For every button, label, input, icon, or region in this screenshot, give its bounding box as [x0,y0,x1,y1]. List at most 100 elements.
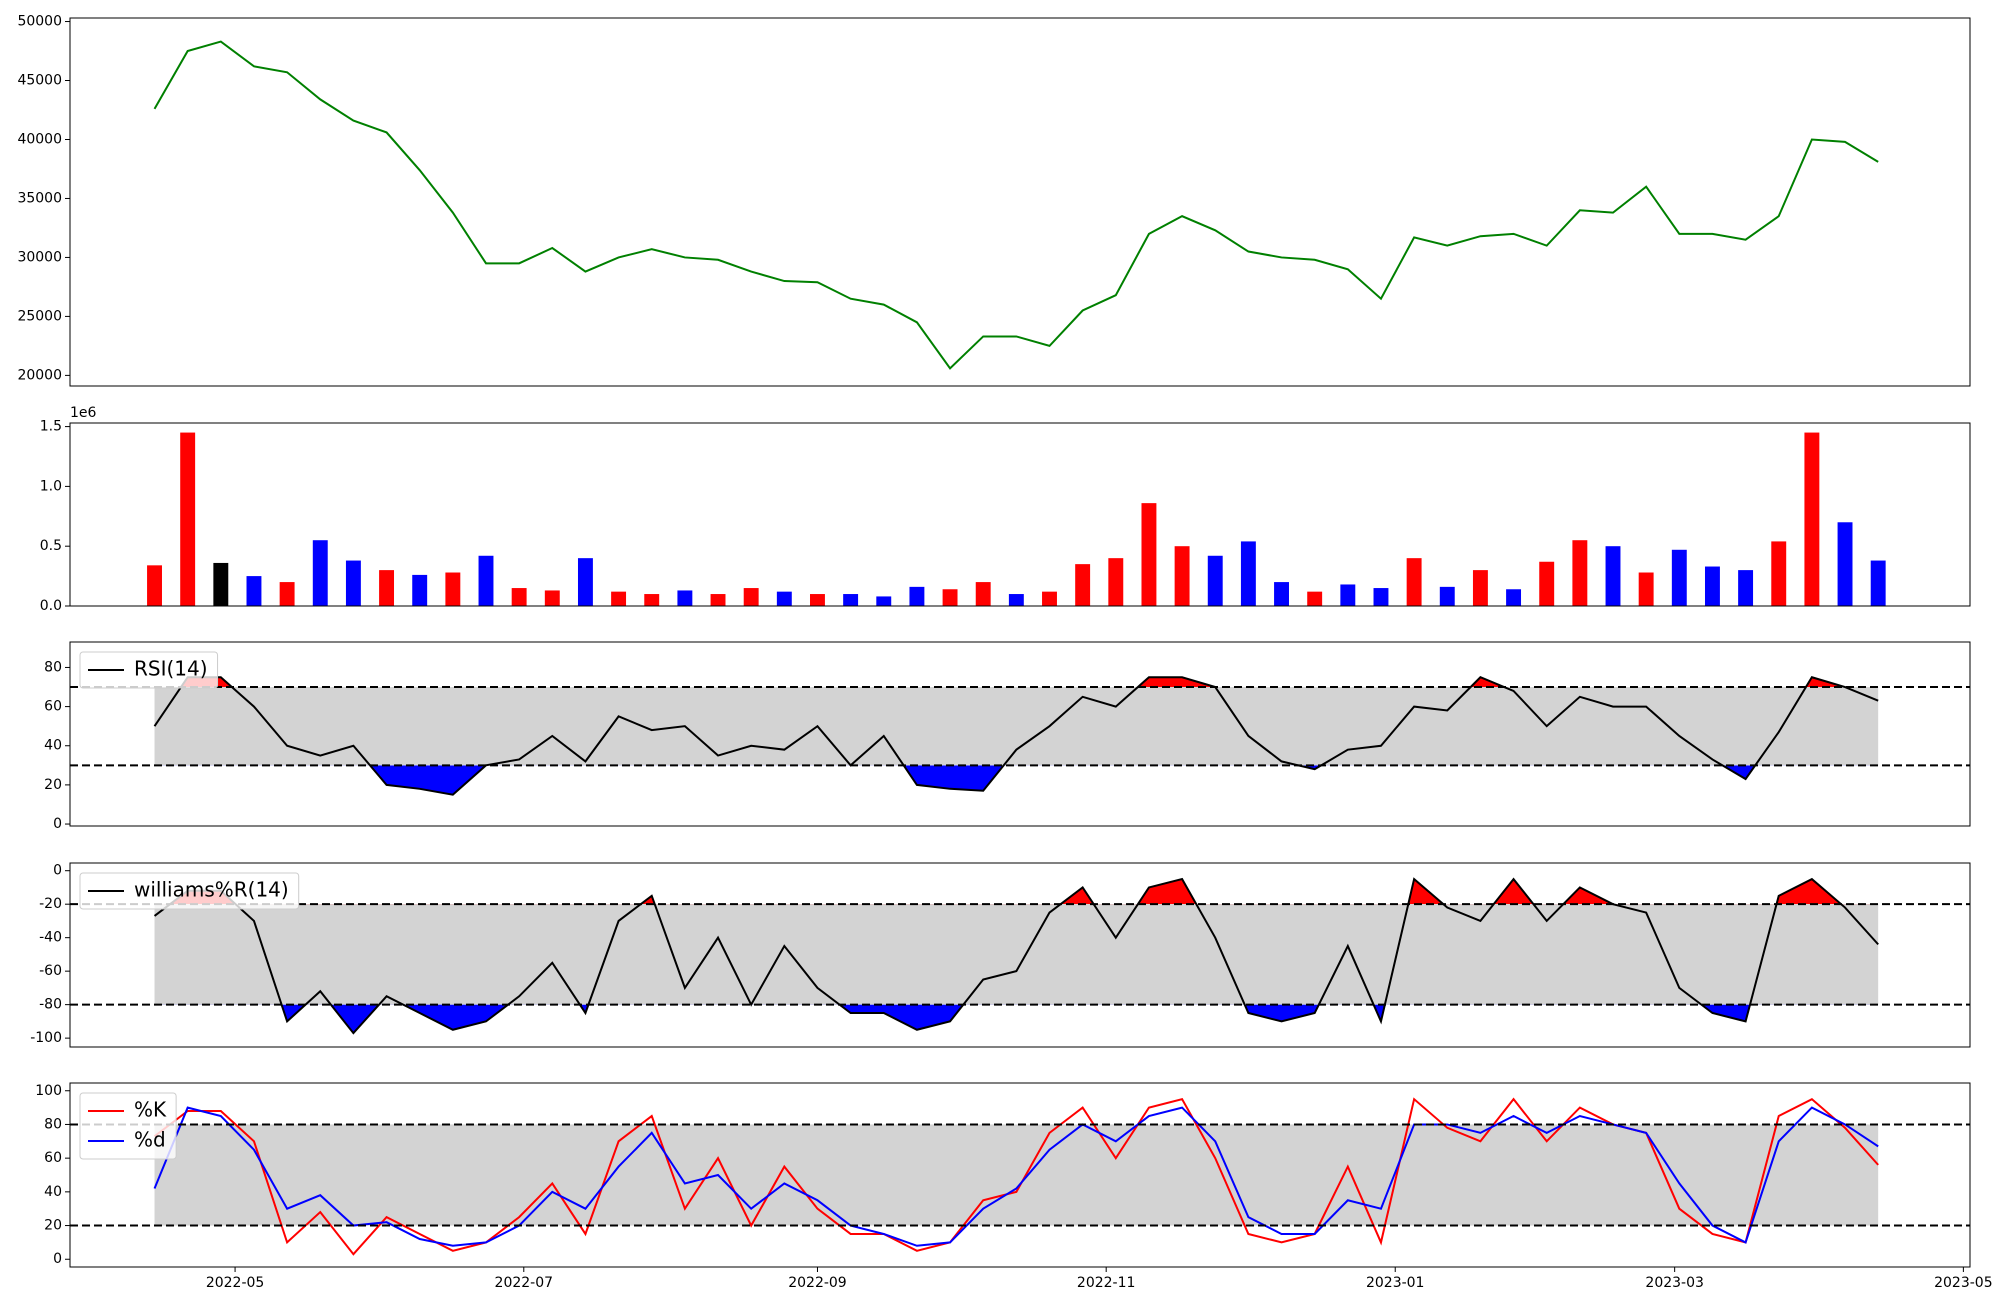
y-tick-label: 25000 [17,308,62,324]
line-series [153,40,1879,370]
volume-bar [511,588,527,606]
volume-bar [975,582,991,606]
y-tick-label: 30000 [17,249,62,265]
volume-bar [611,591,627,606]
y-tick-label: 0 [53,816,62,832]
volume-bar [1406,558,1422,606]
volume-bar [1174,546,1190,606]
y-tick-label: 35000 [17,190,62,206]
x-tick-label: 2022-05 [206,1275,265,1291]
volume-bar [1572,540,1588,606]
volume-bar [1638,572,1654,606]
y-tick-label: -60 [39,963,62,979]
legend: RSI(14) [79,651,219,689]
y-tick-label: -80 [39,997,62,1013]
line-series [153,676,1879,796]
y-tick-label: 20000 [17,367,62,383]
band [154,1124,1879,1226]
legend-label: %K [134,1098,167,1122]
y-tick-label: 60 [44,1150,62,1166]
legend: williams%R(14) [79,872,300,910]
volume-bar [1506,589,1522,606]
plot-area [153,40,1879,370]
x-tick-label: 2022-07 [495,1275,554,1291]
legend: %K %d [79,1092,177,1160]
volume-bar [1008,594,1024,606]
legend-label: williams%R(14) [134,878,289,902]
axes-frame [69,422,1971,607]
volume-bar [743,588,759,606]
axes-frame [69,862,1971,1048]
volume-bar [1804,432,1820,606]
volume-bar [1605,546,1621,606]
y-tick-label: 80 [44,659,62,675]
volume-bar [147,565,162,606]
volume-bar [312,540,328,606]
volume-bar [677,590,693,606]
legend-label: %d [134,1128,166,1152]
y-tick-label: 60 [44,699,62,715]
volume-bar [1141,503,1157,606]
volume-bar [1274,582,1289,606]
volume-bar [1240,541,1256,606]
axes-frame [69,1082,1971,1268]
y-tick-label: -40 [39,930,62,946]
volume-bar [1042,591,1057,606]
y-tick-label: 1.5 [40,419,62,435]
volume-bar [180,432,196,606]
axes-frame [69,641,1971,827]
volume-bar [577,558,593,606]
y-tick-label: -100 [30,1030,62,1046]
volume-bar [1108,558,1124,606]
line-series [153,1106,1879,1247]
volume-bar [246,576,262,606]
y-tick-label: -20 [39,896,62,912]
volume-bar [1307,591,1323,606]
x-tick-label: 2023-03 [1645,1275,1704,1291]
y-tick-label: 0.0 [40,598,62,614]
y-tick-label: 100 [35,1083,62,1099]
plot-area [153,1097,1879,1256]
plot-area [153,676,1879,796]
volume-bar [1837,522,1853,606]
volume-bar [345,560,361,606]
volume-bar [1340,584,1356,606]
panel: 0 20 40 60 80 RSI(14) [44,641,1971,832]
volume-bar [644,594,660,606]
x-tick-label: 2023-05 [1934,1275,1993,1291]
plot-area [153,877,1879,1035]
offset-label: 1e6 [70,405,97,421]
volume-bar [279,582,295,606]
volume-bar [1738,570,1754,606]
y-tick-label: 0 [53,863,62,879]
y-tick-label: 80 [44,1116,62,1132]
line-series [153,877,1879,1035]
line-series [153,1097,1879,1256]
y-tick-label: 45000 [17,73,62,89]
legend-label: RSI(14) [134,657,208,681]
y-tick-label: 40 [44,1184,62,1200]
y-tick-label: 0.5 [40,538,62,554]
y-tick-label: 0 [53,1251,62,1267]
y-tick-label: 1.0 [40,478,62,494]
legend-box [79,651,219,689]
volume-bar [1704,566,1720,606]
volume-bar [843,594,859,606]
volume-bar [445,572,461,606]
volume-bar [213,562,229,606]
volume-bar [876,596,892,606]
volume-bar [1373,588,1389,606]
volume-bar [1207,555,1223,606]
volume-bar [412,574,428,606]
volume-bar [1439,586,1455,606]
y-tick-label: 40 [44,738,62,754]
y-tick-label: 20 [44,777,62,793]
volume-bar [478,555,494,606]
volume-bar [1671,549,1687,606]
volume-bar [942,589,958,606]
volume-bar [544,590,560,606]
panel: 20000 25000 30000 35000 40000 45000 50000 [17,14,1971,387]
volume-bar [776,591,792,606]
volume-bar [1472,570,1488,606]
